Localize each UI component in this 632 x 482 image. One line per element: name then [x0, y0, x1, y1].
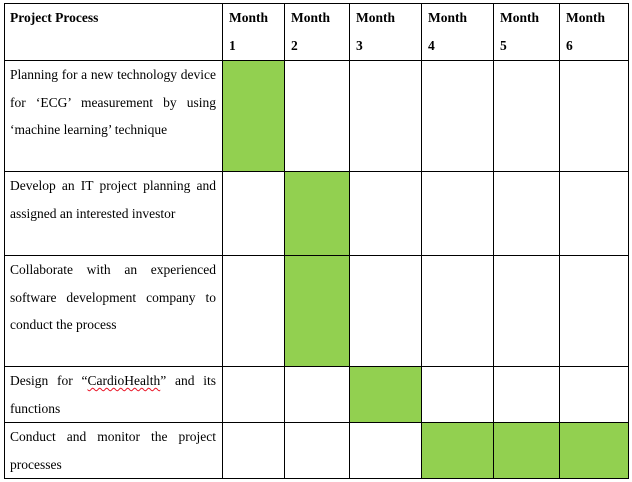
month-cell-active [284, 255, 350, 367]
header-month-5: Month 5 [493, 3, 560, 61]
month-cell [421, 365, 494, 424]
process-cell: Collaborate with an experienced software… [4, 255, 223, 367]
month-cell [493, 365, 560, 424]
month-cell [559, 365, 629, 424]
header-month-5-word: Month [500, 10, 540, 25]
month-cell [559, 171, 629, 256]
gantt-table: Project Process Month 1 Month 2 Month 3 … [4, 3, 629, 480]
header-month-6-word: Month [566, 10, 606, 25]
table-row: Planning for a new technology device for… [4, 60, 629, 172]
header-month-3-word: Month [356, 10, 396, 25]
process-cell: Conduct and monitor the project processe… [4, 422, 223, 480]
header-month-2-word: Month [291, 10, 331, 25]
month-cell-active [349, 365, 422, 424]
month-cell [421, 60, 494, 172]
header-month-3-number: 3 [356, 37, 363, 53]
header-row: Project Process Month 1 Month 2 Month 3 … [4, 3, 629, 61]
month-cell [349, 422, 422, 480]
month-cell-active [559, 422, 629, 480]
month-cell [222, 422, 285, 480]
process-text: Develop an IT project planning and assig… [10, 178, 216, 221]
month-cell-active [493, 422, 560, 480]
header-month-3: Month 3 [349, 3, 422, 61]
month-cell [559, 60, 629, 172]
header-month-2-number: 2 [291, 37, 298, 53]
table-row: Conduct and monitor the project processe… [4, 422, 629, 480]
month-cell [421, 255, 494, 367]
process-cell: Design for “CardioHealth” and its functi… [4, 365, 223, 424]
table-row: Develop an IT project planning and assig… [4, 171, 629, 256]
header-month-6-number: 6 [566, 37, 573, 53]
table-row: Collaborate with an experienced software… [4, 255, 629, 367]
header-month-1: Month 1 [222, 3, 285, 61]
month-cell [559, 255, 629, 367]
process-text: Collaborate with an experienced software… [10, 262, 216, 333]
month-cell [349, 255, 422, 367]
header-month-4-word: Month [428, 10, 468, 25]
header-month-4: Month 4 [421, 3, 494, 61]
header-project-process: Project Process [4, 3, 223, 61]
header-month-4-number: 4 [428, 37, 435, 53]
month-cell [222, 255, 285, 367]
header-month-6: Month 6 [559, 3, 629, 61]
header-month-1-number: 1 [229, 37, 236, 53]
month-cell [493, 255, 560, 367]
header-month-2: Month 2 [284, 3, 350, 61]
month-cell [349, 60, 422, 172]
process-text-suffix: ” and its functions [10, 373, 216, 416]
month-cell [222, 171, 285, 256]
month-cell [421, 171, 494, 256]
month-cell [493, 171, 560, 256]
month-cell [493, 60, 560, 172]
process-cell: Develop an IT project planning and assig… [4, 171, 223, 256]
process-cell: Planning for a new technology device for… [4, 60, 223, 172]
month-cell [284, 422, 350, 480]
process-text: Conduct and monitor the project processe… [10, 429, 216, 472]
table-row: Design for “CardioHealth” and its functi… [4, 365, 629, 424]
month-cell [222, 365, 285, 424]
header-month-5-number: 5 [500, 37, 507, 53]
month-cell-active [284, 171, 350, 256]
spellcheck-flagged-word: CardioHealth [87, 373, 161, 388]
month-cell-active [222, 60, 285, 172]
month-cell-active [421, 422, 494, 480]
header-month-1-word: Month [229, 10, 269, 25]
process-text-prefix: Design for “ [10, 373, 88, 388]
month-cell [349, 171, 422, 256]
month-cell [284, 60, 350, 172]
process-text: Planning for a new technology device for… [10, 67, 216, 138]
month-cell [284, 365, 350, 424]
